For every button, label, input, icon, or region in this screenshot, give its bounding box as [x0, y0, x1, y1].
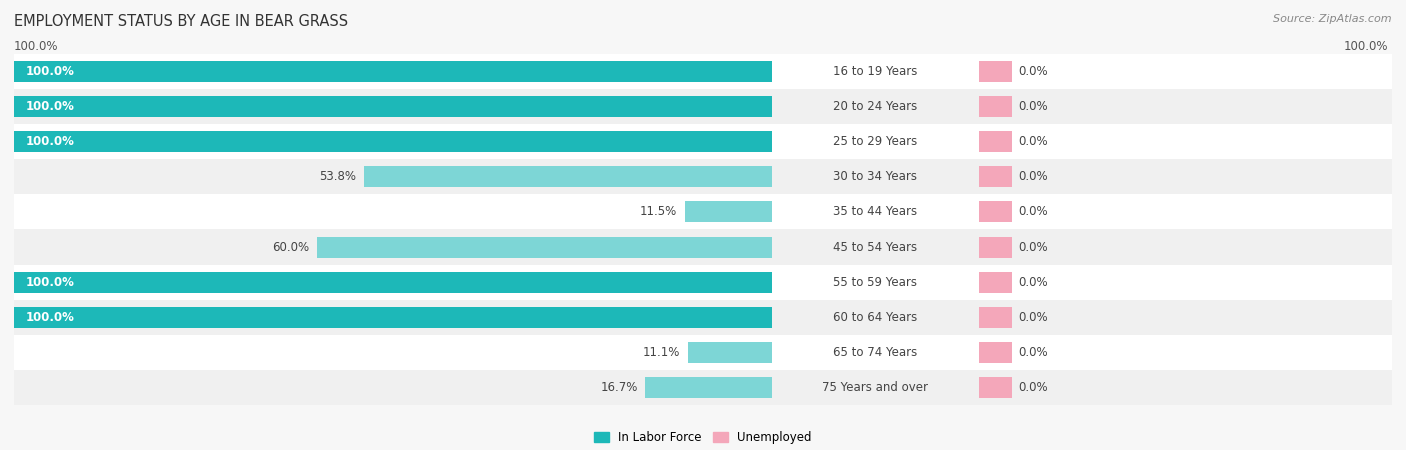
- Text: 30 to 34 Years: 30 to 34 Years: [834, 171, 917, 183]
- Bar: [14, 335, 772, 370]
- Text: 16.7%: 16.7%: [600, 381, 638, 394]
- Bar: [772, 159, 979, 194]
- Bar: [772, 54, 979, 89]
- Text: 100.0%: 100.0%: [25, 100, 75, 113]
- Bar: [772, 124, 979, 159]
- Text: 100.0%: 100.0%: [25, 65, 75, 78]
- Text: 25 to 29 Years: 25 to 29 Years: [834, 135, 917, 148]
- Text: 0.0%: 0.0%: [1018, 206, 1047, 218]
- Text: 45 to 54 Years: 45 to 54 Years: [834, 241, 917, 253]
- Bar: [772, 194, 979, 230]
- Bar: [979, 124, 1392, 159]
- Bar: [14, 131, 772, 152]
- Bar: [14, 89, 772, 124]
- Bar: [979, 272, 1012, 292]
- Text: 60.0%: 60.0%: [273, 241, 309, 253]
- Bar: [688, 342, 772, 363]
- Text: 11.5%: 11.5%: [640, 206, 678, 218]
- Bar: [772, 370, 979, 405]
- Text: 60 to 64 Years: 60 to 64 Years: [834, 311, 917, 324]
- Bar: [979, 89, 1392, 124]
- Bar: [14, 159, 772, 194]
- Text: 55 to 59 Years: 55 to 59 Years: [834, 276, 917, 288]
- Text: 0.0%: 0.0%: [1018, 276, 1047, 288]
- Bar: [772, 300, 979, 335]
- Bar: [979, 202, 1012, 222]
- Text: 75 Years and over: 75 Years and over: [823, 381, 928, 394]
- Text: 100.0%: 100.0%: [25, 135, 75, 148]
- Text: 16 to 19 Years: 16 to 19 Years: [832, 65, 918, 78]
- Bar: [979, 166, 1012, 187]
- Text: 35 to 44 Years: 35 to 44 Years: [834, 206, 917, 218]
- Bar: [979, 96, 1012, 117]
- Bar: [979, 61, 1012, 82]
- Text: 0.0%: 0.0%: [1018, 241, 1047, 253]
- Text: 53.8%: 53.8%: [319, 171, 357, 183]
- Bar: [979, 194, 1392, 230]
- Bar: [979, 377, 1012, 398]
- Text: 0.0%: 0.0%: [1018, 311, 1047, 324]
- Bar: [685, 202, 772, 222]
- Bar: [364, 166, 772, 187]
- Text: 0.0%: 0.0%: [1018, 346, 1047, 359]
- Bar: [772, 265, 979, 300]
- Bar: [772, 89, 979, 124]
- Legend: In Labor Force, Unemployed: In Labor Force, Unemployed: [595, 431, 811, 444]
- Bar: [14, 230, 772, 265]
- Bar: [979, 342, 1012, 363]
- Text: 0.0%: 0.0%: [1018, 135, 1047, 148]
- Text: 0.0%: 0.0%: [1018, 100, 1047, 113]
- Bar: [979, 131, 1012, 152]
- Text: 20 to 24 Years: 20 to 24 Years: [834, 100, 917, 113]
- Bar: [14, 307, 772, 328]
- Text: Source: ZipAtlas.com: Source: ZipAtlas.com: [1274, 14, 1392, 23]
- Bar: [14, 124, 772, 159]
- Bar: [14, 61, 772, 82]
- Text: 11.1%: 11.1%: [643, 346, 681, 359]
- Text: 0.0%: 0.0%: [1018, 171, 1047, 183]
- Bar: [14, 300, 772, 335]
- Bar: [645, 377, 772, 398]
- Text: 65 to 74 Years: 65 to 74 Years: [834, 346, 917, 359]
- Bar: [979, 370, 1392, 405]
- Bar: [772, 335, 979, 370]
- Bar: [772, 230, 979, 265]
- Text: EMPLOYMENT STATUS BY AGE IN BEAR GRASS: EMPLOYMENT STATUS BY AGE IN BEAR GRASS: [14, 14, 349, 28]
- Text: 100.0%: 100.0%: [25, 311, 75, 324]
- Bar: [979, 159, 1392, 194]
- Bar: [14, 265, 772, 300]
- Bar: [979, 335, 1392, 370]
- Bar: [979, 265, 1392, 300]
- Bar: [14, 370, 772, 405]
- Bar: [14, 272, 772, 292]
- Bar: [14, 54, 772, 89]
- Text: 100.0%: 100.0%: [1343, 40, 1388, 54]
- Text: 0.0%: 0.0%: [1018, 381, 1047, 394]
- Bar: [979, 300, 1392, 335]
- Bar: [979, 54, 1392, 89]
- Bar: [979, 237, 1012, 257]
- Text: 100.0%: 100.0%: [14, 40, 59, 54]
- Bar: [979, 230, 1392, 265]
- Text: 0.0%: 0.0%: [1018, 65, 1047, 78]
- Bar: [979, 307, 1012, 328]
- Bar: [14, 194, 772, 230]
- Bar: [318, 237, 772, 257]
- Text: 100.0%: 100.0%: [25, 276, 75, 288]
- Bar: [14, 96, 772, 117]
